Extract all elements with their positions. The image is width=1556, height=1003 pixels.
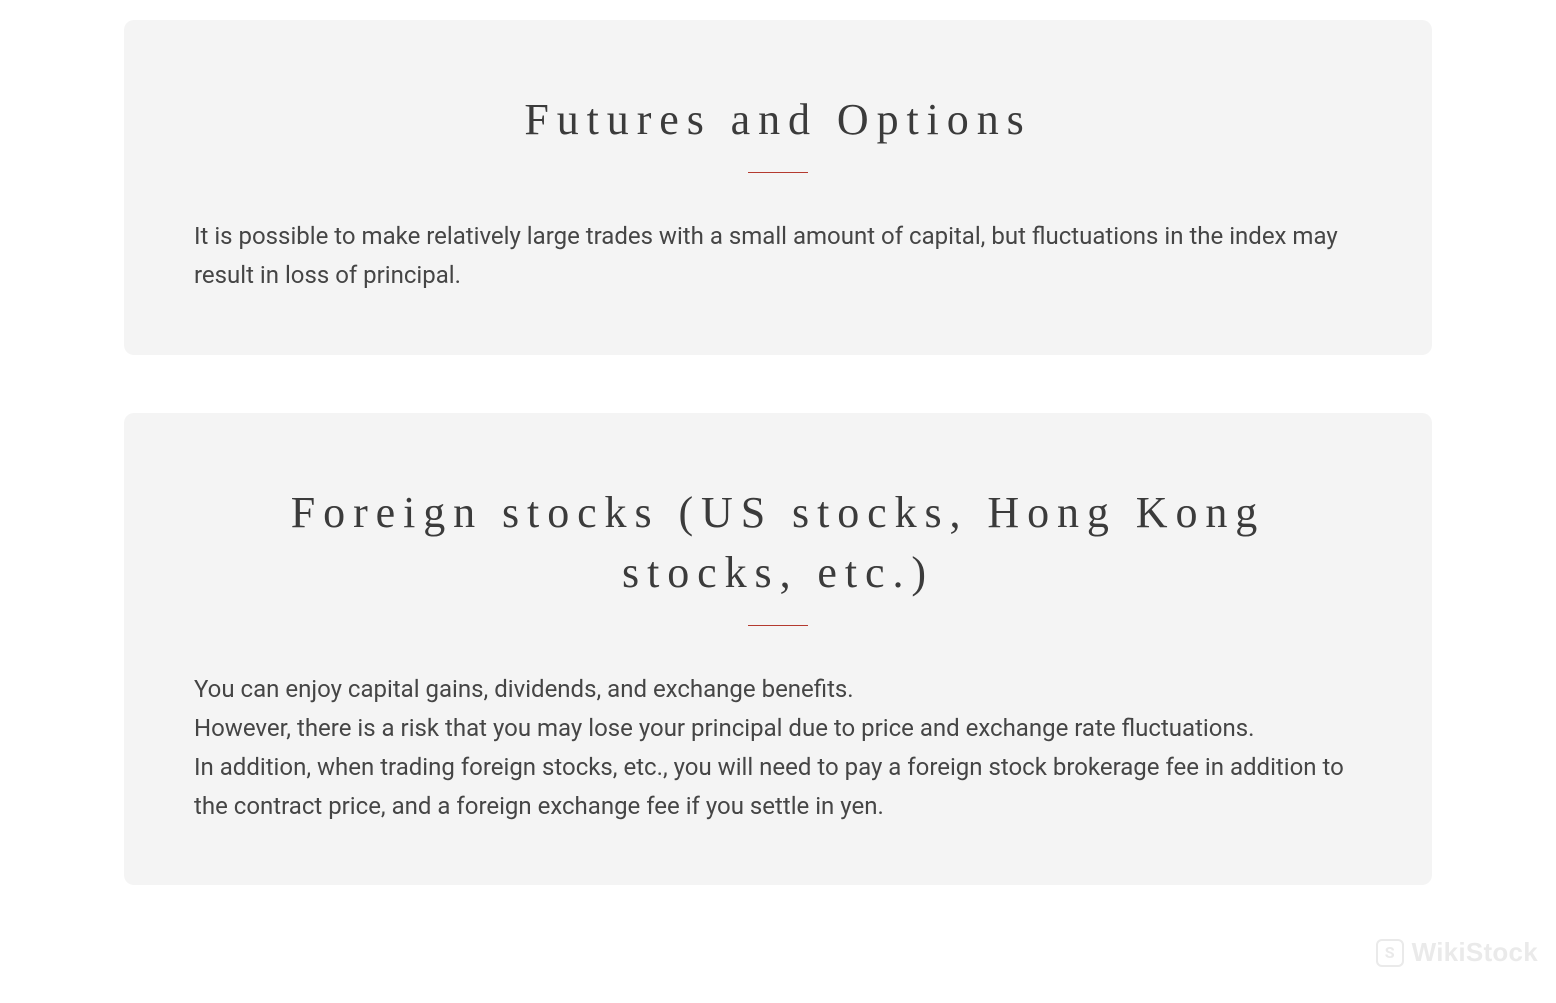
section-body-text: It is possible to make relatively large … [194,217,1362,295]
section-title-futures-options: Futures and Options [194,90,1362,173]
page-root: Futures and Options It is possible to ma… [0,0,1556,1003]
section-body-text: You can enjoy capital gains, dividends, … [194,670,1362,826]
section-body-foreign-stocks: You can enjoy capital gains, dividends, … [194,670,1362,826]
section-body-futures-options: It is possible to make relatively large … [194,217,1362,295]
section-title-foreign-stocks: Foreign stocks (US stocks, Hong Kong sto… [194,483,1362,626]
card-foreign-stocks: Foreign stocks (US stocks, Hong Kong sto… [124,413,1432,885]
card-futures-options: Futures and Options It is possible to ma… [124,20,1432,355]
